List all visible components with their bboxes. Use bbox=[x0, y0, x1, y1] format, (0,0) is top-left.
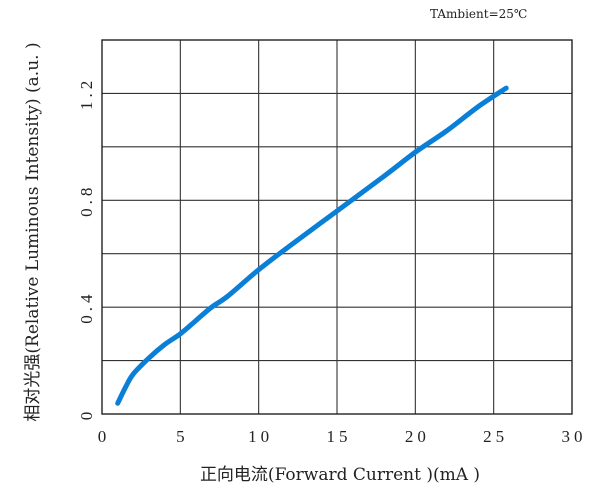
grid bbox=[102, 40, 572, 414]
y-axis-label: 相对光强(Relative Luminous Intensity) (a.u. … bbox=[23, 42, 43, 421]
x-tick-label: 25 bbox=[483, 427, 508, 446]
x-axis-label: 正向电流(Forward Current )(mA ) bbox=[200, 465, 480, 485]
x-tick-label: 5 bbox=[176, 427, 189, 446]
y-tick-label: 1.2 bbox=[77, 77, 96, 110]
x-tick-labels: 0 5 10 15 20 25 30 bbox=[98, 427, 587, 446]
x-tick-label: 0 bbox=[98, 427, 111, 446]
y-tick-label: 0.8 bbox=[77, 184, 96, 217]
x-tick-label: 15 bbox=[327, 427, 352, 446]
annotation-ambient-temp: TAmbient=25℃ bbox=[430, 7, 527, 21]
intensity-curve bbox=[115, 85, 509, 406]
y-tick-labels: 0 0.4 0.8 1.2 bbox=[77, 77, 96, 420]
plot-frame bbox=[101, 39, 573, 415]
y-tick-label: 0 bbox=[77, 408, 96, 421]
x-tick-label: 20 bbox=[405, 427, 430, 446]
x-tick-label: 10 bbox=[248, 427, 273, 446]
y-tick-label: 0.4 bbox=[77, 291, 96, 324]
x-tick-label: 30 bbox=[562, 427, 587, 446]
series-layer bbox=[115, 85, 509, 406]
